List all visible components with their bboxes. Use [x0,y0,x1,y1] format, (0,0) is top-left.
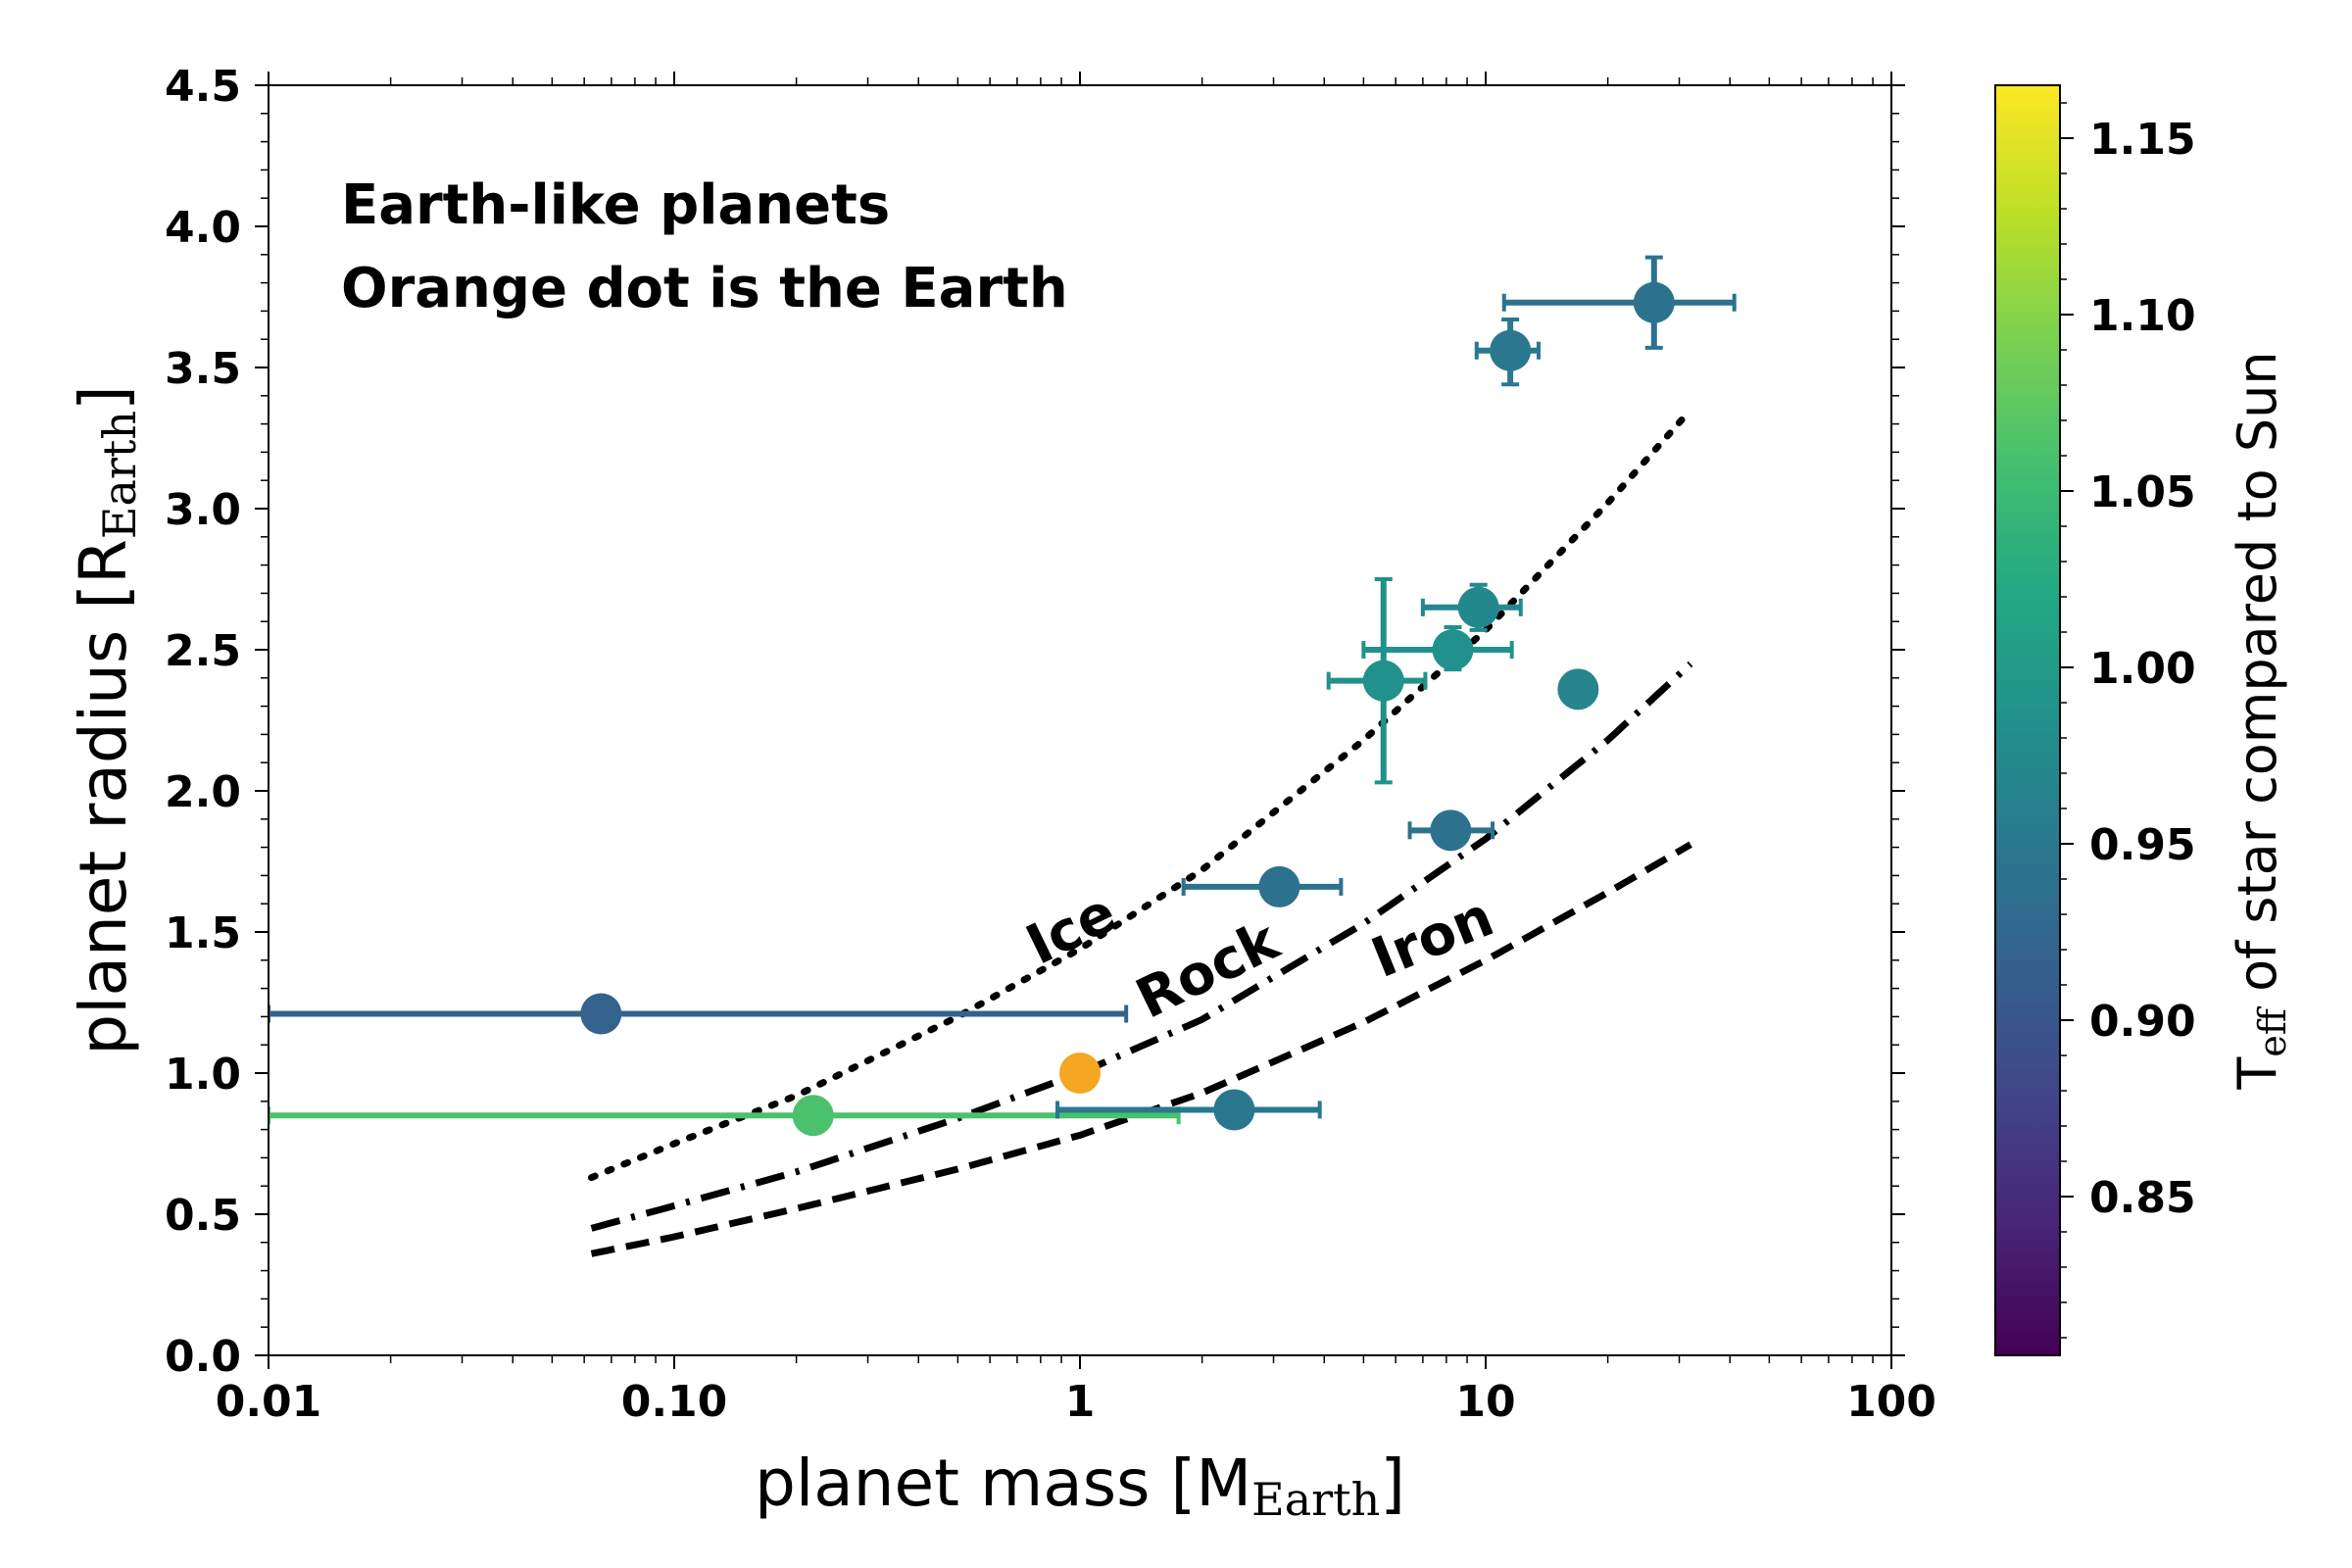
y-tick-label: 2.5 [165,626,241,676]
colorbar-tick-label: 0.90 [2089,997,2196,1047]
axis-ticks: 0.01 0.10 1 10 100 0.0 0.5 1.0 1.5 2.0 2.5 3.0 3.5 4.… [165,62,1936,1427]
curve-label-ice: Ice [1017,881,1126,978]
x-tick-label: 0.01 [216,1377,322,1427]
planet-point [1361,624,1514,672]
x-tick-label: 0.10 [621,1377,728,1427]
colorbar-title: Teff of star compared to Sun [2227,351,2294,1090]
planet-point [1501,255,1737,350]
y-tick-label: 1.0 [165,1050,241,1100]
y-tick-label: 4.5 [165,62,241,112]
annotation-line-2: Orange dot is the Earth [341,257,1068,320]
planet-marker [580,993,622,1035]
planet-point [1326,577,1428,785]
x-tick-label: 1 [1065,1377,1096,1427]
planet-marker [792,1095,834,1137]
colorbar-tick-label: 1.05 [2089,467,2196,517]
earth-marker [1059,1053,1101,1094]
planet-marker [1430,809,1472,852]
curve-ice [588,406,1694,1182]
planet-marker [1362,660,1404,702]
y-tick-label: 3.5 [165,344,241,394]
planet-marker [1457,586,1499,628]
planet-point [269,993,1129,1035]
y-axis-title: planet radius [REarth] [66,385,146,1054]
colorbar-tick-label: 1.15 [2089,115,2196,165]
planet-marker [1557,668,1599,710]
planet-point [1420,582,1523,632]
model-curves [588,406,1694,1257]
colorbar [1994,84,2061,1356]
earth-point [1059,1053,1101,1094]
planet-marker [1633,281,1675,323]
planet-marker [1432,629,1474,670]
colorbar-tick-label: 0.95 [2089,820,2196,870]
x-tick-label: 100 [1846,1377,1936,1427]
planet-marker [1258,865,1300,907]
y-tick-label: 1.5 [165,908,241,958]
planet-marker [1490,329,1532,371]
annotations: Earth-like planets Orange dot is the Ear… [341,173,1068,320]
x-tick-label: 10 [1455,1377,1515,1427]
y-tick-label: 4.0 [165,203,241,253]
planet-marker [1213,1089,1255,1131]
y-tick-label: 2.0 [165,767,241,817]
curve-label-rock: Rock [1127,908,1291,1032]
curve-label-iron: Iron [1363,885,1502,991]
y-tick-label: 0.5 [165,1191,241,1241]
annotation-line-1: Earth-like planets [341,173,890,237]
x-axis-title: planet mass [MEarth] [755,1446,1405,1526]
planet-points [269,255,1737,1137]
planet-point [1181,865,1344,907]
colorbar-tick-label: 1.00 [2089,644,2196,694]
y-tick-label: 3.0 [165,485,241,535]
planet-point [269,1095,1181,1137]
planet-point [1407,809,1495,852]
colorbar-tick-label: 0.85 [2089,1173,2196,1223]
planet-point [1055,1089,1322,1131]
planet-point [1474,318,1541,387]
colorbar-ticks: 0.85 0.90 0.95 1.00 1.05 1.10 1.15 [2060,102,2196,1339]
curve-rock [590,661,1693,1232]
colorbar-tick-label: 1.10 [2089,291,2196,341]
planet-point [1557,668,1599,710]
curve-labels: Ice Rock Iron [1017,881,1502,1032]
y-tick-label: 0.0 [165,1332,241,1382]
